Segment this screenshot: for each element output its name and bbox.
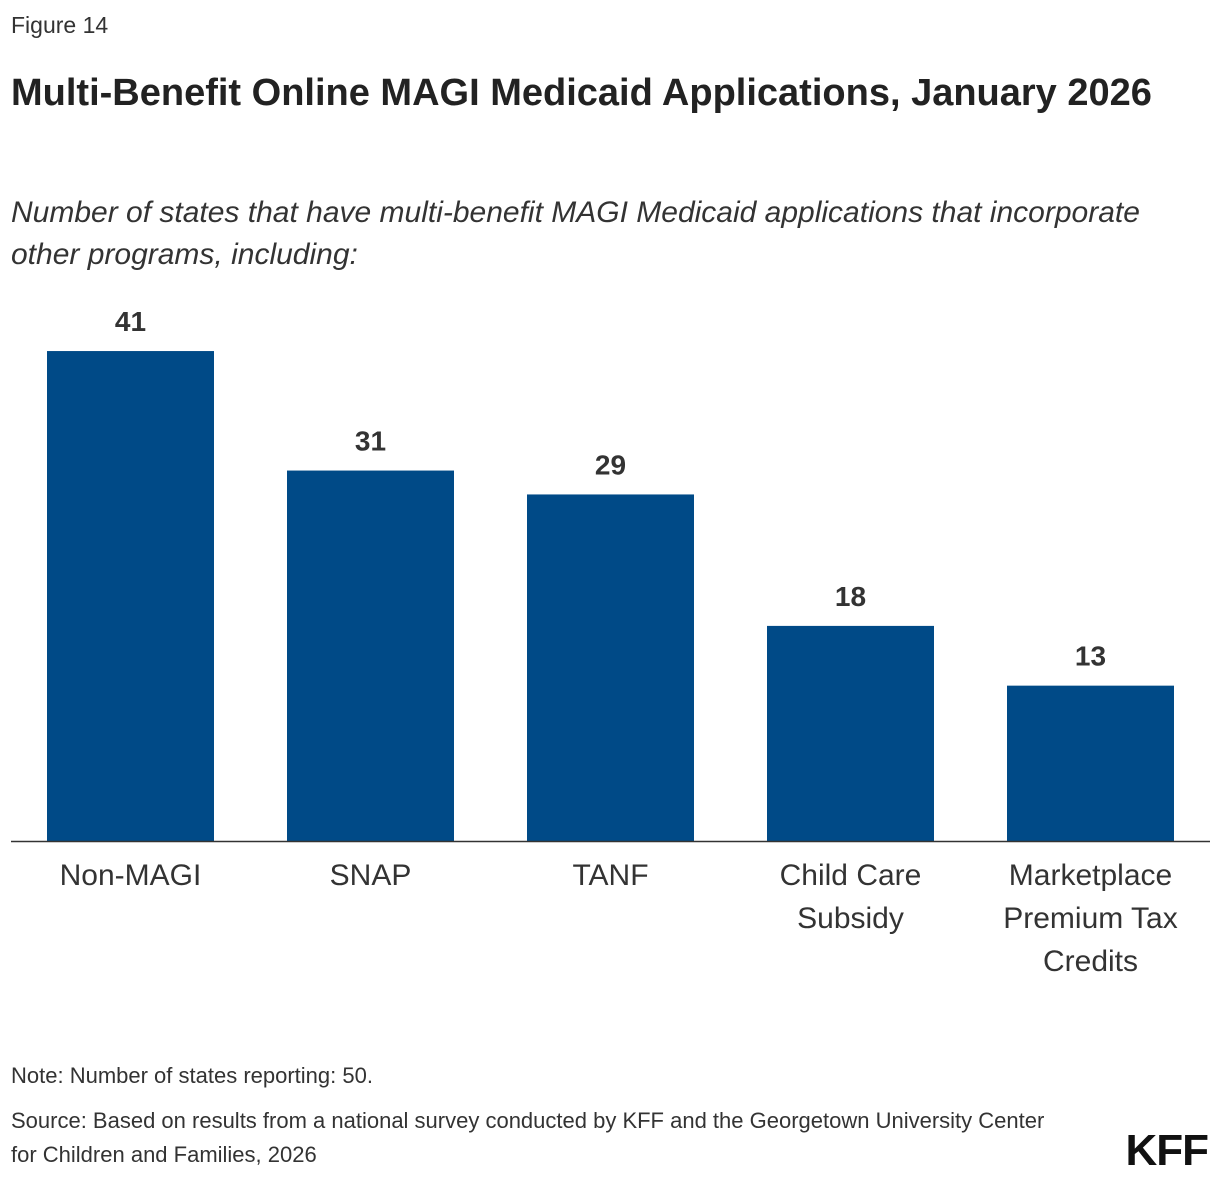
data-label-4: 13 <box>1075 641 1106 672</box>
category-label-3: Child Care Subsidy <box>780 859 922 935</box>
chart-note: Note: Number of states reporting: 50. <box>11 1063 373 1088</box>
chart-subtitle: Number of states that have multi-benefit… <box>11 196 1140 271</box>
figure-label: Figure 14 <box>11 12 109 38</box>
data-label-3: 18 <box>835 581 866 612</box>
data-label-2: 29 <box>595 449 626 480</box>
bar-1 <box>287 470 454 841</box>
category-label-1: SNAP <box>330 859 412 892</box>
bar-3 <box>767 625 934 841</box>
bar-0 <box>47 351 214 841</box>
data-label-0: 41 <box>115 306 146 337</box>
category-label-2: TANF <box>572 859 648 892</box>
bar-2 <box>527 494 694 841</box>
chart-title: Multi-Benefit Online MAGI Medicaid Appli… <box>11 72 1152 114</box>
bar-4 <box>1007 685 1174 841</box>
kff-logo: KFF <box>1125 1126 1209 1175</box>
bar-chart: 41 Non-MAGI 31 SNAP 29 TANF 18 Child Care Subsid… <box>11 306 1210 978</box>
category-label-0: Non-MAGI <box>60 859 202 892</box>
category-label-4: Marketplace Premium Tax Credits <box>1003 859 1178 978</box>
chart-source: Source: Based on results from a national… <box>11 1108 1045 1167</box>
data-label-1: 31 <box>355 426 386 457</box>
